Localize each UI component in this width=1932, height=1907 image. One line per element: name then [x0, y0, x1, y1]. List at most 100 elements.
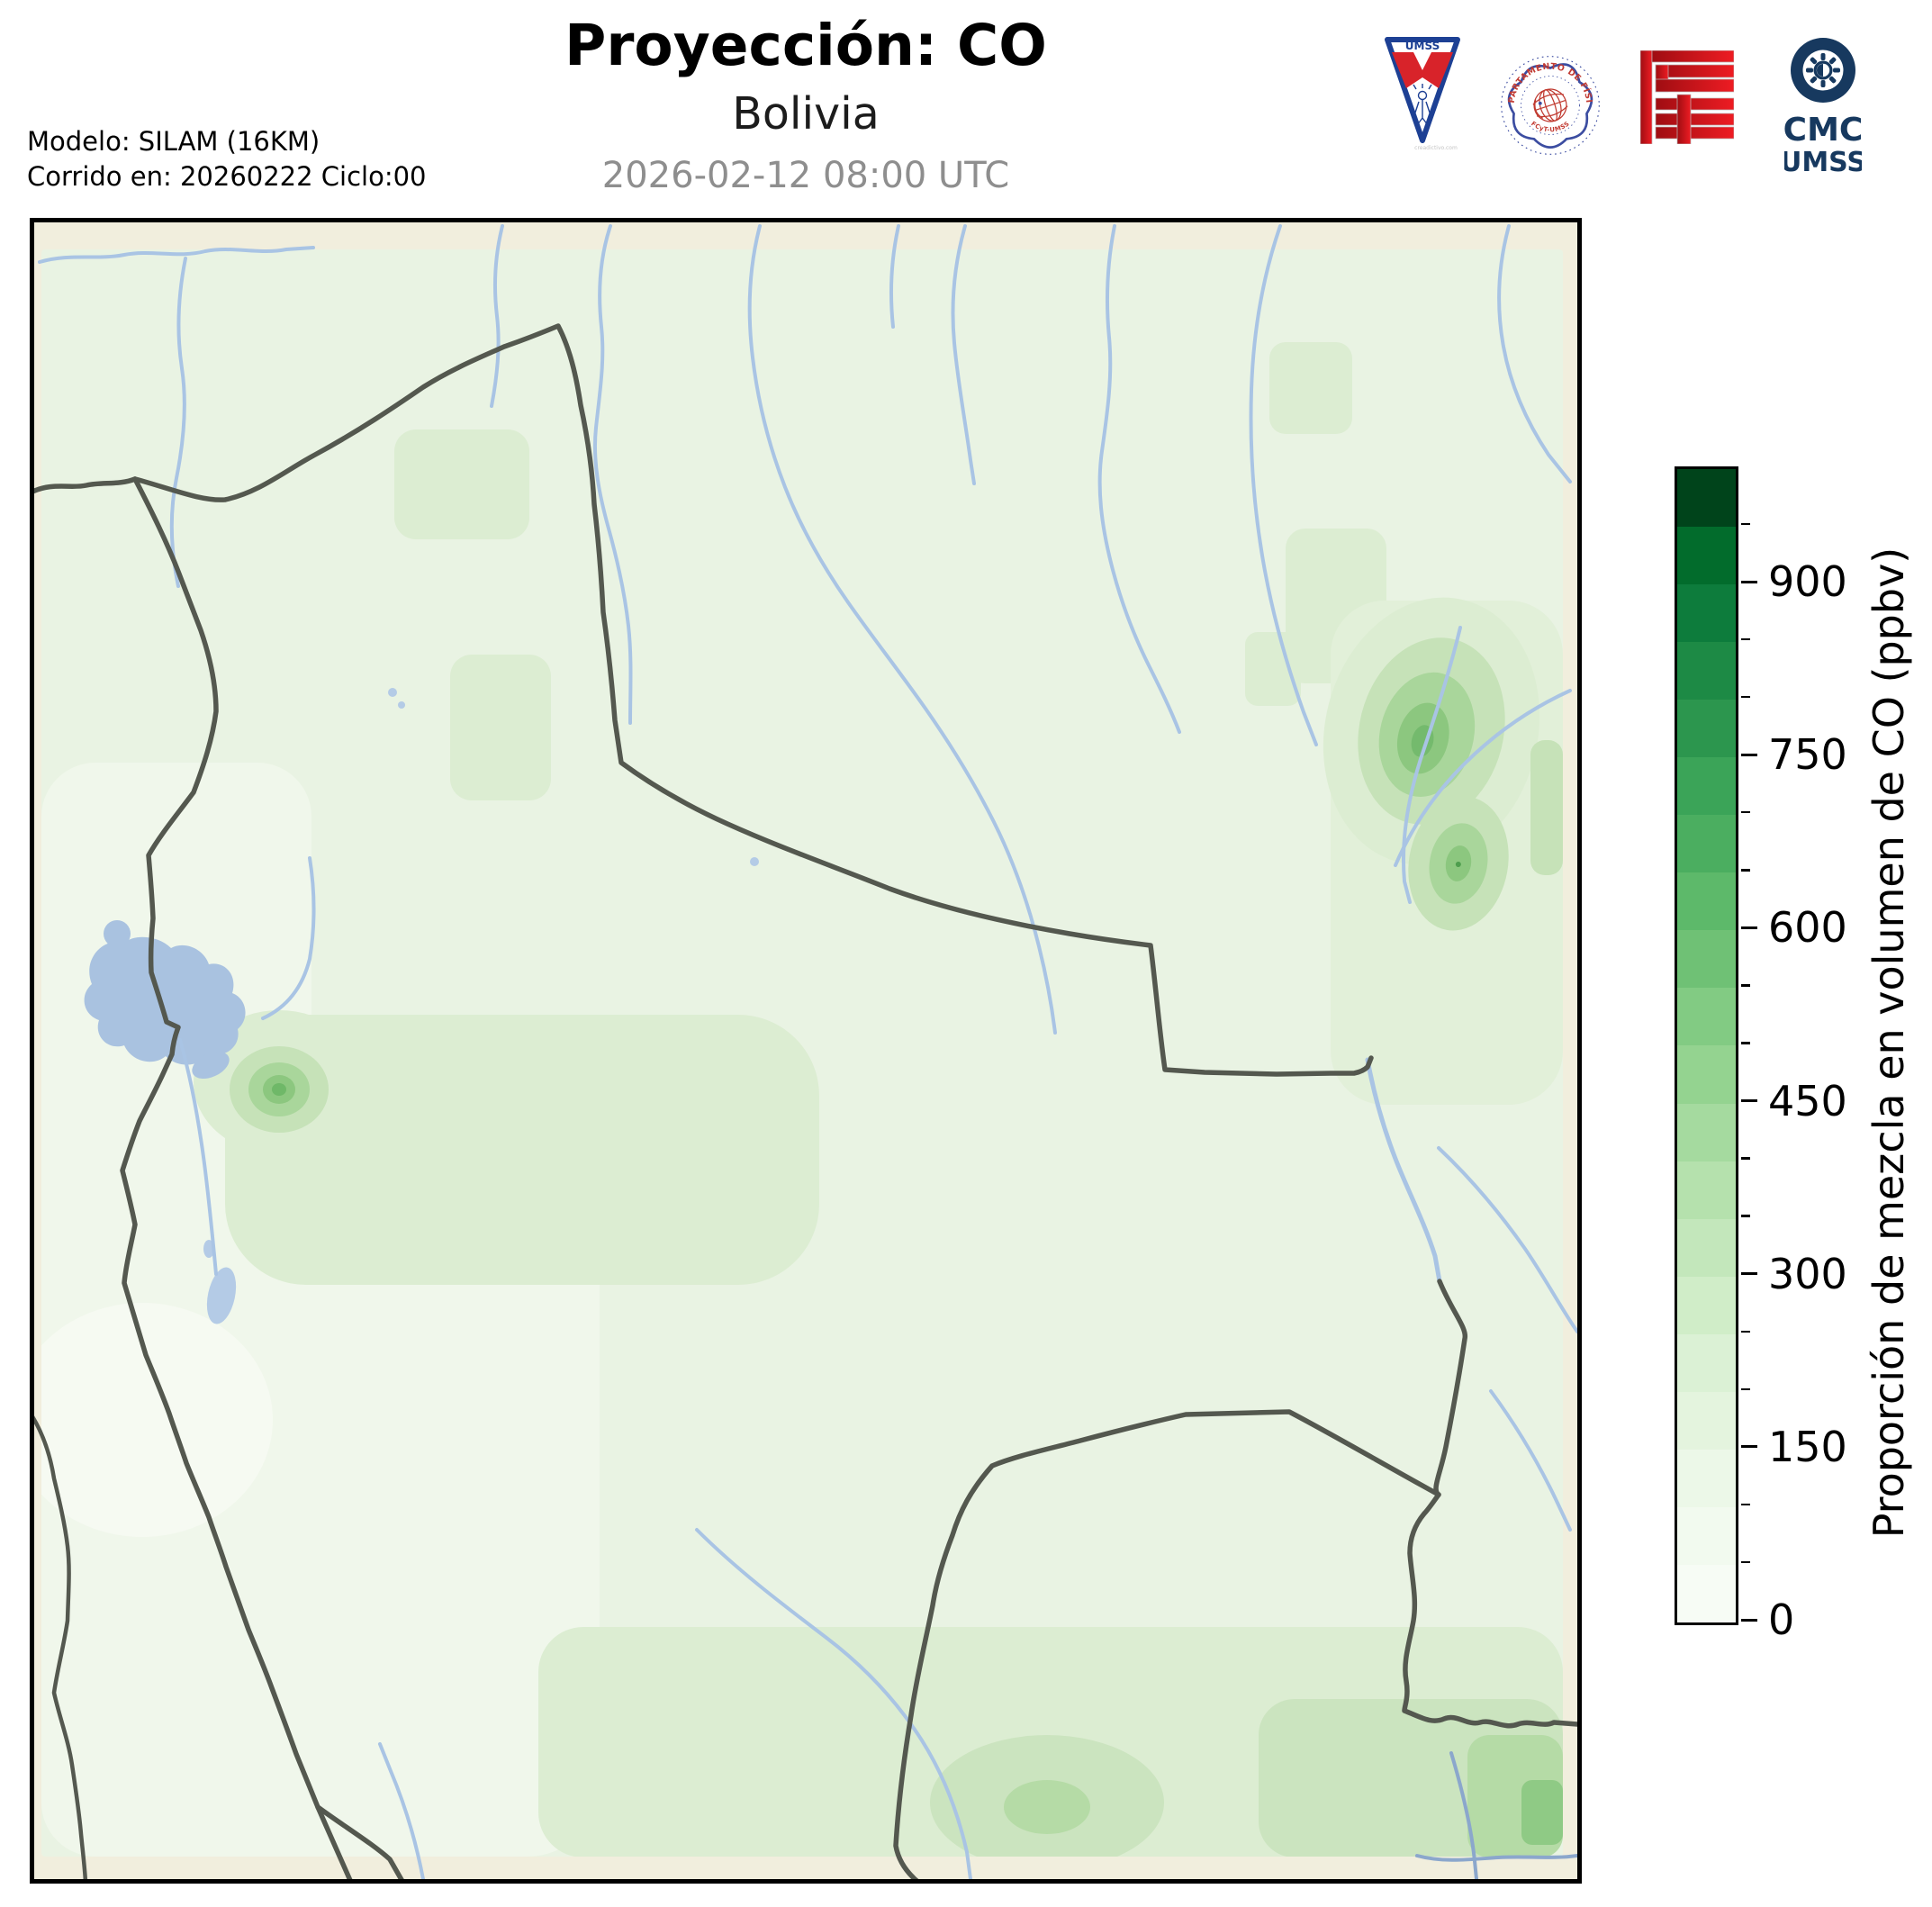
colorbar-segment	[1677, 1564, 1736, 1622]
fcyt-red-logo	[1640, 50, 1734, 144]
hotspot-lapaz	[194, 1010, 365, 1154]
colorbar-major-tick	[1741, 1445, 1757, 1449]
lakes-layer	[84, 688, 759, 1324]
seal-globe	[1532, 88, 1568, 122]
border-paraguay-arc	[893, 1409, 1441, 1879]
colorbar-segment	[1677, 872, 1736, 931]
field-mid-central-band	[225, 1015, 819, 1285]
seal-dotted-inner-circle	[1521, 76, 1580, 135]
colorbar-tick-label: 450	[1768, 1076, 1847, 1125]
forecast-timestamp: 2026-02-12 08:00 UTC	[601, 155, 1010, 196]
colorbar-major-tick	[1741, 1272, 1757, 1276]
rivers-layer	[38, 224, 1577, 1879]
cmc-text-line2: UMSS	[1784, 147, 1862, 178]
border-paraguay-river	[1402, 1279, 1577, 1729]
colorbar-major-tick	[1741, 580, 1757, 583]
colorbar-segment	[1677, 815, 1736, 873]
colorbar-tick-label: 900	[1768, 557, 1847, 607]
field-mid-ne-patch-3	[1245, 632, 1301, 706]
colorbar-minor-tick	[1741, 522, 1750, 526]
borders-layer	[34, 323, 1577, 1879]
map-panel	[30, 218, 1582, 1884]
colorbar-segment	[1677, 469, 1736, 528]
colorbar-minor-tick	[1741, 637, 1750, 641]
seal-dot	[1538, 101, 1542, 105]
cmc-text-line1: CMC	[1784, 112, 1862, 149]
colorbar-segment	[1677, 1161, 1736, 1219]
colorbar-major-tick	[1741, 1618, 1757, 1622]
model-line: Modelo: SILAM (16KM)	[27, 126, 320, 157]
hotspot-east-south	[1408, 796, 1509, 931]
colorbar-minor-tick	[1741, 696, 1750, 699]
hotspot-se-corner	[1467, 1735, 1563, 1857]
colorbar-tick-label: 300	[1768, 1249, 1847, 1298]
colorbar-minor-tick	[1741, 811, 1750, 814]
pennant-text: UMSS	[1405, 40, 1440, 52]
co-concentration-field	[41, 249, 1563, 1857]
colorbar-minor-tick	[1741, 1330, 1750, 1333]
colorbar-segment	[1677, 757, 1736, 816]
colorbar-major-tick	[1741, 753, 1757, 756]
colorbar-segment	[1677, 584, 1736, 643]
border-peru-brazil	[34, 476, 138, 494]
colorbar-segment	[1677, 930, 1736, 989]
colorbar-segment	[1677, 1045, 1736, 1104]
colorbar-segment	[1677, 527, 1736, 585]
field-mid-ne-patch-1	[1269, 342, 1352, 434]
field-mid-n-patch-2	[450, 655, 551, 800]
pennant-crest	[1413, 84, 1432, 126]
colorbar-segment	[1677, 1449, 1736, 1507]
umss-pennant-logo: UMSS creadictivo.com	[1385, 37, 1460, 151]
river-dark-south	[1415, 1854, 1577, 1862]
fisica-seal-logo: DEPARTAMENTO DE FÍSICA FCyT-UMSS	[1500, 48, 1600, 155]
red-monogram-bars	[1640, 50, 1734, 144]
colorbar-tick-label: 600	[1768, 903, 1847, 953]
colorbar-segment	[1677, 1218, 1736, 1277]
run-line: Corrido en: 20260222 Ciclo:00	[27, 161, 427, 192]
colorbar-segment	[1677, 1103, 1736, 1161]
colorbar-segment	[1677, 1276, 1736, 1334]
colorbar-minor-tick	[1741, 1157, 1750, 1160]
border-peru-chile-west	[120, 476, 353, 1879]
colorbar-minor-tick	[1741, 984, 1750, 987]
colorbar-tick-label: 150	[1768, 1422, 1847, 1471]
page-title: Proyección: CO	[564, 13, 1047, 78]
colorbar-segment	[1677, 1506, 1736, 1565]
colorbar-segment	[1677, 700, 1736, 758]
colorbar-minor-tick	[1741, 1387, 1750, 1390]
colorbar-minor-tick	[1741, 1215, 1750, 1217]
border-argentina	[315, 1804, 404, 1879]
pennant-watermark: creadictivo.com	[1414, 145, 1458, 151]
colorbar-tick-label: 750	[1768, 730, 1847, 780]
field-salar-pale	[41, 1303, 273, 1537]
small-lake-3	[750, 857, 759, 866]
small-lake-1	[388, 688, 397, 697]
model-info: Modelo: SILAM (16KM) Corrido en: 2026022…	[27, 124, 427, 194]
seal-dotted-outer-circle	[1501, 56, 1600, 155]
lake-titicaca-minor	[192, 1051, 230, 1080]
colorbar-tick-label: 0	[1768, 1595, 1795, 1644]
colorbar-gradient	[1675, 466, 1738, 1625]
colorbar-minor-tick	[1741, 1560, 1750, 1564]
cmc-sun-ticks	[1806, 53, 1840, 87]
lake-poopo	[206, 1267, 237, 1324]
colorbar-segment	[1677, 988, 1736, 1046]
colorbar-major-tick	[1741, 926, 1757, 929]
river-dark-southexit	[1449, 1751, 1478, 1879]
field-south-blob-core	[1004, 1780, 1090, 1834]
colorbar-minor-tick	[1741, 1042, 1750, 1044]
pennant-red-emblem	[1392, 52, 1453, 88]
colorbar-axis-label: Proporción de mezcla en volumen de CO (p…	[1864, 547, 1913, 1539]
colorbar-segment	[1677, 642, 1736, 700]
lake-titicaca	[84, 936, 246, 1065]
cmc-eclipse-half	[1817, 64, 1823, 77]
hotspot-east-strip	[1530, 740, 1563, 875]
border-brazil-bolivia	[132, 323, 1374, 1077]
colorbar-segment	[1677, 1391, 1736, 1450]
colorbar-minor-tick	[1741, 1503, 1750, 1506]
colorbar-major-tick	[1741, 1099, 1757, 1103]
field-mid-n-patch-1	[394, 429, 529, 539]
colorbar-segment	[1677, 1333, 1736, 1392]
region-subtitle: Bolivia	[732, 88, 880, 140]
